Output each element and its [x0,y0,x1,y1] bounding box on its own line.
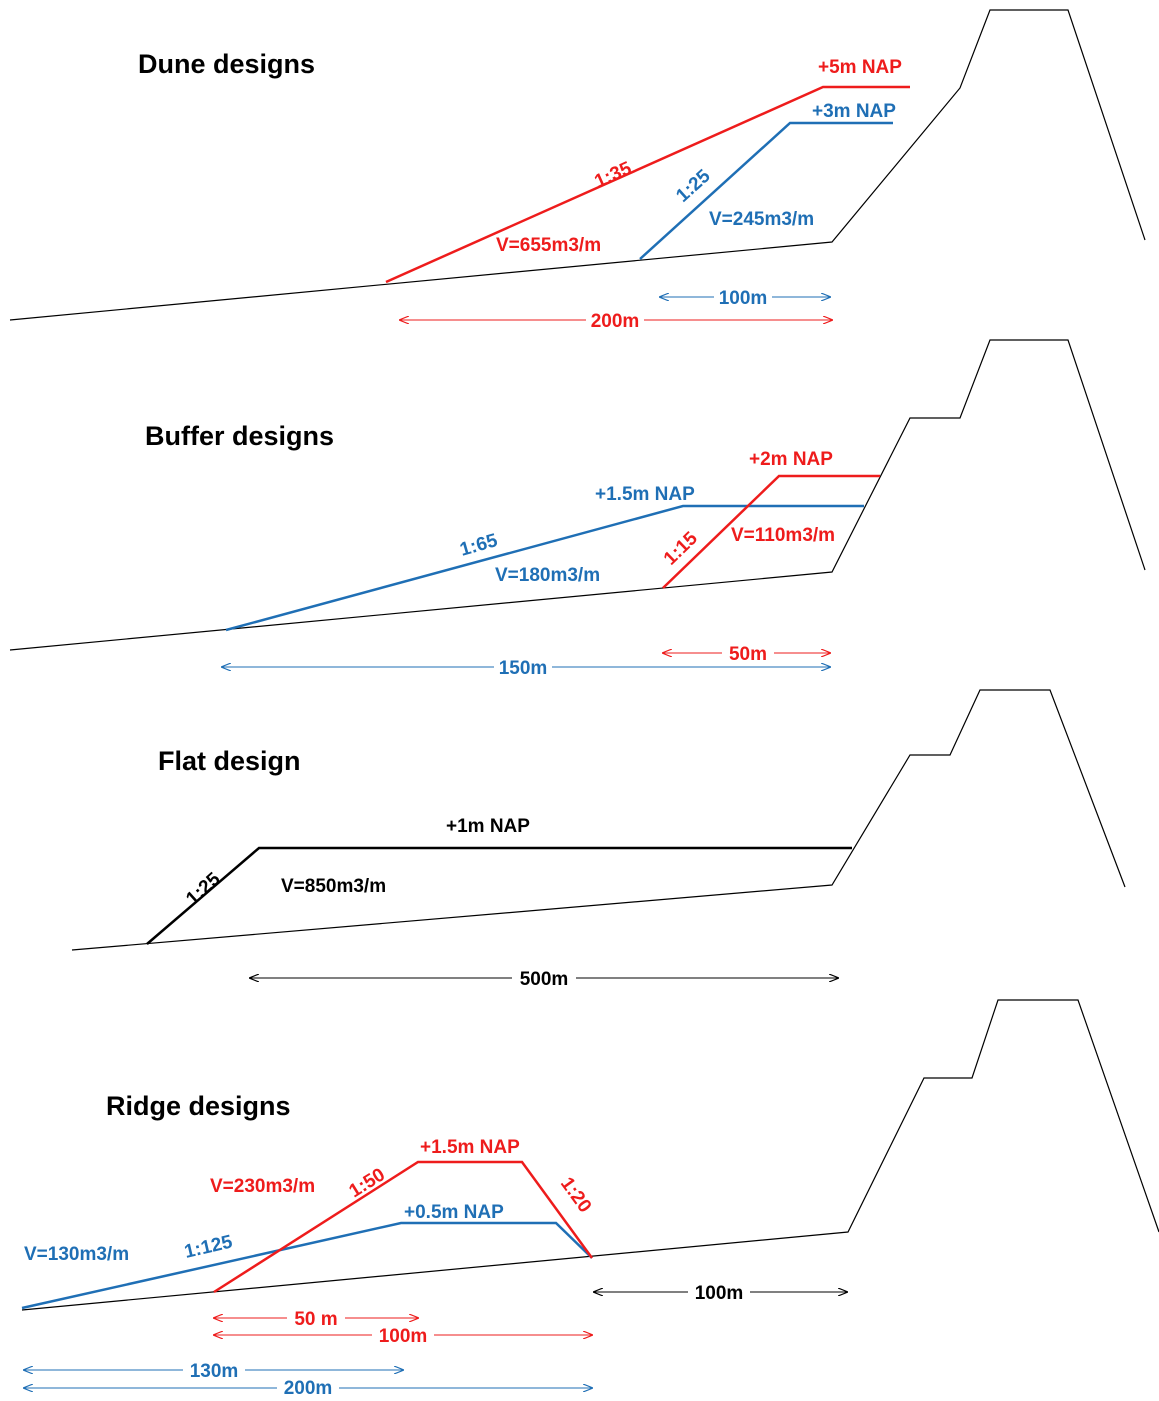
buffer-red-slope: 1:15 [660,528,702,570]
ridge-red-profile [213,1160,594,1294]
ridge-dim-red-short-label: 50 m [294,1309,337,1330]
flat-volume: V=850m3/m [281,876,386,897]
flat-slope: 1:25 [182,868,225,909]
buffer-red-level: +2m NAP [749,449,833,470]
ridge-red-volume: V=230m3/m [210,1176,315,1197]
ridge-dim-blue-short-label: 130m [190,1361,239,1382]
ridge-dim-blue-long-label: 200m [284,1378,333,1396]
flat-level: +1m NAP [446,816,530,837]
ridge-dim-red-long-label: 100m [379,1326,428,1347]
ridge-dim-black-label: 100m [695,1283,744,1304]
ridge-blue-slope: 1:125 [182,1231,234,1262]
dune-blue-slope: 1:25 [672,165,715,206]
dune-seabed-profile [9,9,1146,321]
dune-blue-volume: V=245m3/m [709,209,814,230]
buffer-blue-volume: V=180m3/m [495,565,600,586]
flat-title: Flat design [158,746,301,776]
ridge-blue-volume: V=130m3/m [24,1244,129,1265]
dune-dim-red-label: 200m [591,311,640,332]
ridge-blue-profile [21,1221,593,1310]
buffer-red-profile [662,474,880,589]
ridge-blue-level: +0.5m NAP [404,1202,504,1223]
dune-blue-profile [639,121,893,260]
buffer-blue-level: +1.5m NAP [595,484,695,505]
buffer-dim-blue-label: 150m [499,658,548,679]
panel-flat: Flat design +1m NAP 1:25 V=850m3/m 500m [71,689,1126,990]
dune-red-volume: V=655m3/m [496,235,601,256]
buffer-seabed-profile [9,339,1146,651]
dune-red-profile [385,85,910,284]
dune-red-level: +5m NAP [818,57,902,78]
ridge-red-slope-back: 1:20 [556,1174,595,1217]
flat-seabed-profile [71,689,1126,951]
flat-black-profile [146,846,852,945]
panel-buffer: Buffer designs +2m NAP +1.5m NAP 1:65 1:… [9,339,1146,679]
buffer-red-volume: V=110m3/m [731,525,835,546]
ridge-title: Ridge designs [106,1091,291,1121]
flat-dim-label: 500m [520,969,569,990]
dune-blue-level: +3m NAP [812,101,896,122]
buffer-dim-red-label: 50m [729,644,767,665]
dune-red-slope: 1:35 [591,158,635,193]
ridge-red-slope-front: 1:50 [346,1164,389,1202]
ridge-red-level: +1.5m NAP [420,1137,520,1158]
buffer-blue-profile [225,504,864,632]
panel-dune: Dune designs +5m NAP +3m NAP 1:35 1:25 V… [9,9,1146,332]
dune-dim-blue-label: 100m [719,288,768,309]
dune-title: Dune designs [138,49,315,79]
ridge-seabed-profile [21,999,1159,1311]
buffer-title: Buffer designs [145,421,334,451]
panel-ridge: Ridge designs +1.5m NAP +0.5m NAP V=230m… [21,999,1159,1399]
